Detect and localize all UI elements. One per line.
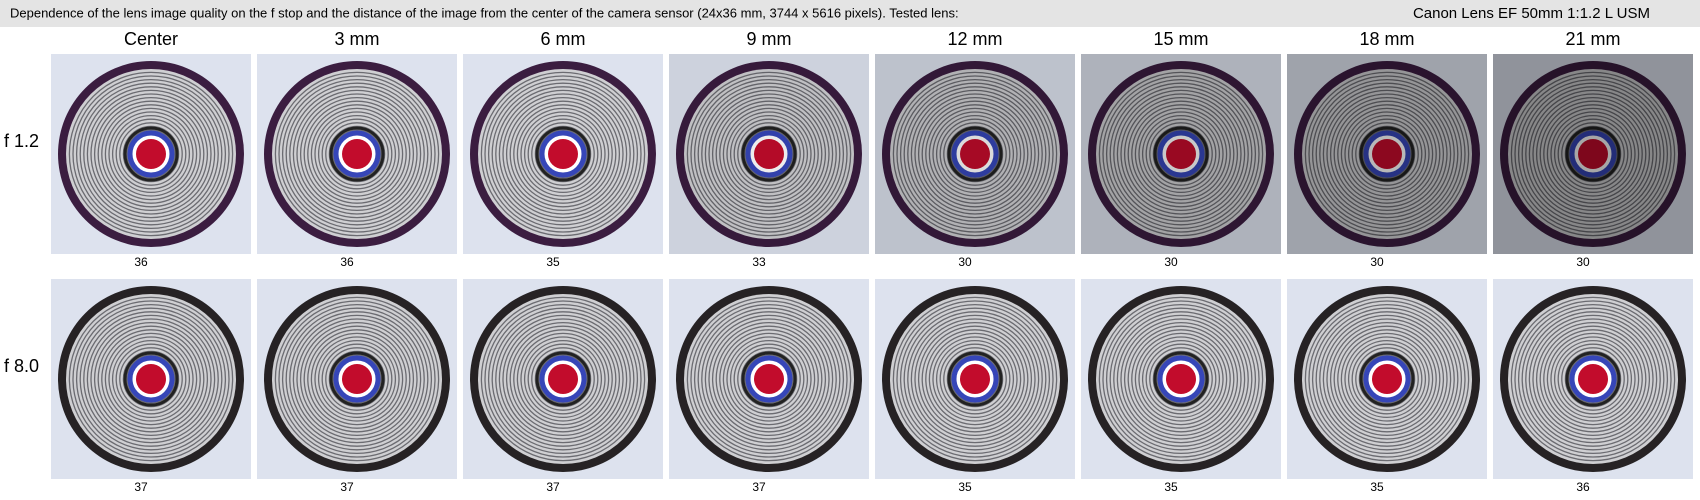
column-label: 9 mm xyxy=(747,29,792,49)
score: 36 xyxy=(1576,480,1590,494)
column-label: 6 mm xyxy=(541,29,586,49)
score: 30 xyxy=(958,255,972,269)
score: 35 xyxy=(1370,480,1384,494)
score: 33 xyxy=(752,255,766,269)
score: 37 xyxy=(340,480,354,494)
score: 36 xyxy=(134,255,148,269)
target-image xyxy=(58,286,244,472)
target-image xyxy=(1088,286,1274,472)
vignette xyxy=(1493,54,1693,254)
column-label: Center xyxy=(124,29,178,49)
score: 35 xyxy=(546,255,560,269)
score: 36 xyxy=(340,255,354,269)
score: 30 xyxy=(1370,255,1384,269)
column-label: 12 mm xyxy=(947,29,1002,49)
target-image xyxy=(1500,286,1686,472)
column-label: 15 mm xyxy=(1153,29,1208,49)
target-image xyxy=(264,286,450,472)
score: 30 xyxy=(1164,255,1178,269)
target-image xyxy=(470,286,656,472)
score: 35 xyxy=(958,480,972,494)
target-image xyxy=(676,286,862,472)
header-bar xyxy=(0,0,1700,27)
vignette xyxy=(1081,54,1281,254)
row-label: f 8.0 xyxy=(4,356,39,376)
lens-name: Canon Lens EF 50mm 1:1.2 L USM xyxy=(1413,5,1650,22)
column-label: 3 mm xyxy=(335,29,380,49)
target-image xyxy=(470,61,656,247)
target-image xyxy=(264,61,450,247)
score: 37 xyxy=(134,480,148,494)
score: 37 xyxy=(546,480,560,494)
vignette xyxy=(1287,54,1487,254)
target-image xyxy=(882,286,1068,472)
target-image xyxy=(1294,286,1480,472)
column-label: 21 mm xyxy=(1565,29,1620,49)
vignette xyxy=(875,54,1075,254)
vignette xyxy=(669,54,869,254)
column-label: 18 mm xyxy=(1359,29,1414,49)
score: 35 xyxy=(1164,480,1178,494)
row-label: f 1.2 xyxy=(4,131,39,151)
score: 37 xyxy=(752,480,766,494)
header-description: Dependence of the lens image quality on … xyxy=(10,5,959,20)
target-image xyxy=(58,61,244,247)
score: 30 xyxy=(1576,255,1590,269)
